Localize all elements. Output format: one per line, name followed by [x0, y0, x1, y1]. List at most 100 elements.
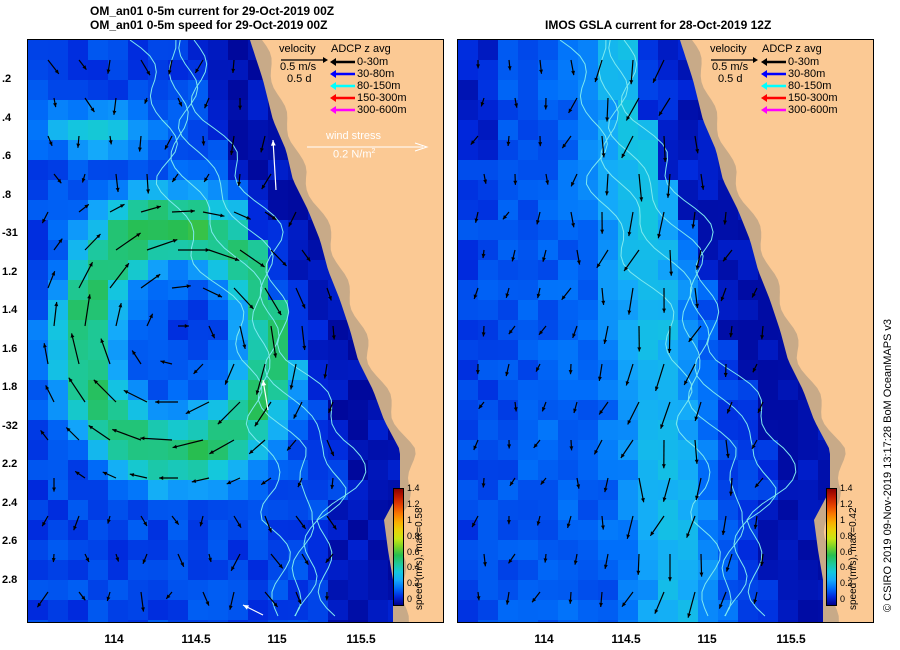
- current-arrow: [505, 591, 510, 605]
- speed-cell: [268, 260, 289, 281]
- current-arrow: [545, 173, 550, 185]
- current-arrow: [568, 363, 573, 375]
- speed-cell: [228, 380, 249, 401]
- speed-cell: [498, 440, 519, 461]
- speed-cell: [188, 340, 209, 361]
- speed-cell: [518, 60, 539, 81]
- speed-cell: [538, 520, 559, 541]
- adcp-legend-arrow: [761, 70, 786, 78]
- speed-cell: [678, 460, 699, 481]
- colorbar-tick-label: 1.2: [840, 498, 853, 509]
- speed-cell: [778, 500, 799, 521]
- speed-cell: [458, 480, 479, 501]
- current-arrow: [722, 249, 733, 262]
- speed-cell: [598, 180, 619, 201]
- speed-cell: [88, 320, 109, 341]
- speed-cell: [518, 440, 539, 461]
- speed-cell: [168, 280, 189, 301]
- speed-cell: [88, 460, 109, 481]
- current-arrow: [623, 249, 640, 272]
- speed-cell: [108, 200, 129, 221]
- current-arrow: [106, 59, 111, 74]
- speed-cell: [128, 320, 149, 341]
- speed-cell: [148, 580, 169, 601]
- speed-cell: [698, 600, 719, 621]
- current-arrow: [160, 360, 173, 365]
- speed-cell: [618, 420, 639, 441]
- speed-cell: [208, 440, 229, 461]
- current-arrow: [757, 401, 764, 414]
- speed-cell: [618, 240, 639, 261]
- current-arrow: [658, 97, 671, 117]
- speed-cell: [598, 620, 619, 622]
- speed-cell: [538, 300, 559, 321]
- speed-cell: [478, 140, 499, 161]
- left-land: [250, 40, 443, 622]
- speed-cell: [68, 620, 89, 622]
- speed-cell: [478, 440, 499, 461]
- current-arrow: [286, 439, 297, 451]
- speed-cell: [738, 340, 759, 361]
- current-arrow: [729, 477, 733, 496]
- speed-cell: [538, 220, 559, 241]
- speed-cell: [778, 600, 799, 621]
- speed-cell: [68, 220, 89, 241]
- speed-cell: [558, 500, 579, 521]
- speed-cell: [208, 520, 229, 541]
- speed-cell: [458, 620, 479, 622]
- speed-cell: [208, 360, 229, 381]
- speed-cell: [288, 280, 309, 301]
- speed-cell: [618, 80, 639, 101]
- right-map-panel[interactable]: [457, 39, 874, 623]
- velocity-legend-title-right: velocity: [710, 43, 747, 55]
- speed-cell: [208, 80, 229, 101]
- speed-cell: [678, 580, 699, 601]
- speed-cell: [778, 540, 799, 561]
- left-map-panel[interactable]: [27, 39, 444, 623]
- speed-cell: [558, 300, 579, 321]
- speed-cell: [208, 180, 229, 201]
- speed-cell: [578, 200, 599, 221]
- speed-cell: [638, 80, 659, 101]
- speed-cell: [618, 520, 639, 541]
- current-arrow: [293, 401, 303, 419]
- current-arrow: [155, 400, 178, 404]
- current-arrow: [601, 287, 606, 305]
- speed-cell: [638, 300, 659, 321]
- speed-cell: [678, 620, 699, 622]
- speed-cell: [598, 360, 619, 381]
- current-arrow: [233, 211, 251, 220]
- speed-cell: [618, 500, 639, 521]
- current-arrow: [483, 173, 487, 184]
- speed-cell: [558, 60, 579, 81]
- speed-cell: [578, 480, 599, 501]
- speed-cell: [88, 360, 109, 381]
- current-arrow: [649, 515, 665, 537]
- speed-cell: [558, 220, 579, 241]
- speed-cell: [658, 260, 679, 281]
- speed-cell: [638, 420, 659, 441]
- current-arrow: [596, 249, 609, 269]
- speed-cell: [498, 160, 519, 181]
- speed-cell: [558, 160, 579, 181]
- speed-cell: [28, 480, 49, 501]
- speed-cell: [288, 340, 309, 361]
- current-arrow: [84, 553, 90, 563]
- speed-cell: [228, 60, 249, 81]
- current-arrow: [625, 363, 634, 386]
- speed-cell: [778, 560, 799, 581]
- current-arrow: [164, 135, 173, 150]
- speed-cell: [778, 380, 799, 401]
- speed-cell: [248, 300, 269, 321]
- speed-cell: [228, 420, 249, 441]
- speed-cell: [88, 280, 109, 301]
- current-arrow: [478, 401, 485, 410]
- current-arrow: [481, 249, 486, 259]
- speed-cell: [208, 380, 229, 401]
- speed-cell: [168, 260, 189, 281]
- speed-cell: [558, 400, 579, 421]
- speed-cell: [248, 480, 269, 501]
- speed-cell: [28, 420, 49, 441]
- speed-cell: [458, 440, 479, 461]
- current-arrow: [543, 553, 548, 563]
